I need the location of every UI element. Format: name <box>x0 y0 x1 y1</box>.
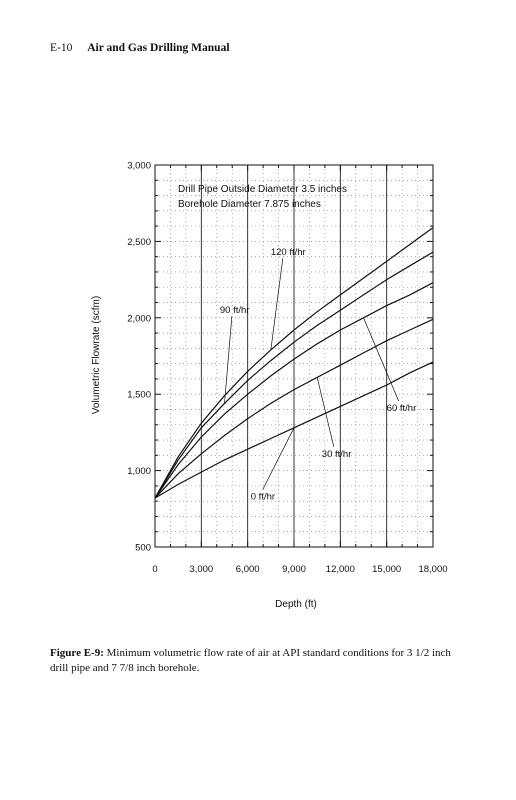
chart-series <box>154 227 434 499</box>
y-tick-label: 500 <box>135 543 151 554</box>
series-leader-line <box>224 316 233 404</box>
series-leader-line <box>316 377 335 447</box>
series-line <box>154 227 434 499</box>
chart-grid <box>154 164 434 548</box>
series-label: 90 ft/hr <box>220 305 250 316</box>
y-tick-label: 2,500 <box>127 237 151 248</box>
series-leader-line <box>270 258 284 350</box>
book-title: Air and Gas Drilling Manual <box>87 42 230 54</box>
series-label: 60 ft/hr <box>387 403 417 414</box>
figure-caption: Figure E-9: Minimum volumetric flow rate… <box>50 646 470 676</box>
series-line <box>154 251 434 499</box>
x-axis-title: Depth (ft) <box>275 599 317 610</box>
chart-labels: 0 3,000 6,000 9,000 12,000 15,000 18,000 500 1,0… <box>127 161 447 576</box>
plot-frame <box>154 164 434 548</box>
series-line <box>154 361 434 499</box>
label-leaders <box>224 258 399 490</box>
series-line <box>154 282 434 499</box>
series-label: 30 ft/hr <box>322 449 352 460</box>
caption-text: Minimum volumetric flow rate of air at A… <box>50 647 451 674</box>
y-tick-label: 1,500 <box>127 390 151 401</box>
x-tick-label: 9,000 <box>282 564 306 575</box>
x-tick-label: 12,000 <box>326 564 355 575</box>
x-tick-label: 3,000 <box>189 564 213 575</box>
x-tick-label: 6,000 <box>236 564 260 575</box>
x-tick-label: 18,000 <box>418 564 447 575</box>
series-leader-line <box>363 317 399 402</box>
page-number: E-10 <box>50 42 73 54</box>
page-header: E-10 Air and Gas Drilling Manual <box>50 42 230 54</box>
series-leader-line <box>262 427 295 490</box>
annotation-drill-pipe: Drill Pipe Outside Diameter 3.5 inches <box>178 184 347 195</box>
y-tick-label: 3,000 <box>127 161 151 172</box>
series-line <box>154 318 434 499</box>
series-label: 120 ft/hr <box>271 247 306 258</box>
series-label: 0 ft/hr <box>251 492 275 503</box>
y-axis-title: Volumetric Flowrate (scfm) <box>91 296 102 414</box>
annotation-borehole: Borehole Diameter 7.875 inches <box>178 199 321 210</box>
y-tick-label: 2,000 <box>127 313 151 324</box>
x-tick-label: 15,000 <box>372 564 401 575</box>
x-tick-label: 0 <box>152 564 157 575</box>
caption-label: Figure E-9: <box>50 647 104 659</box>
y-tick-label: 1,000 <box>127 466 151 477</box>
